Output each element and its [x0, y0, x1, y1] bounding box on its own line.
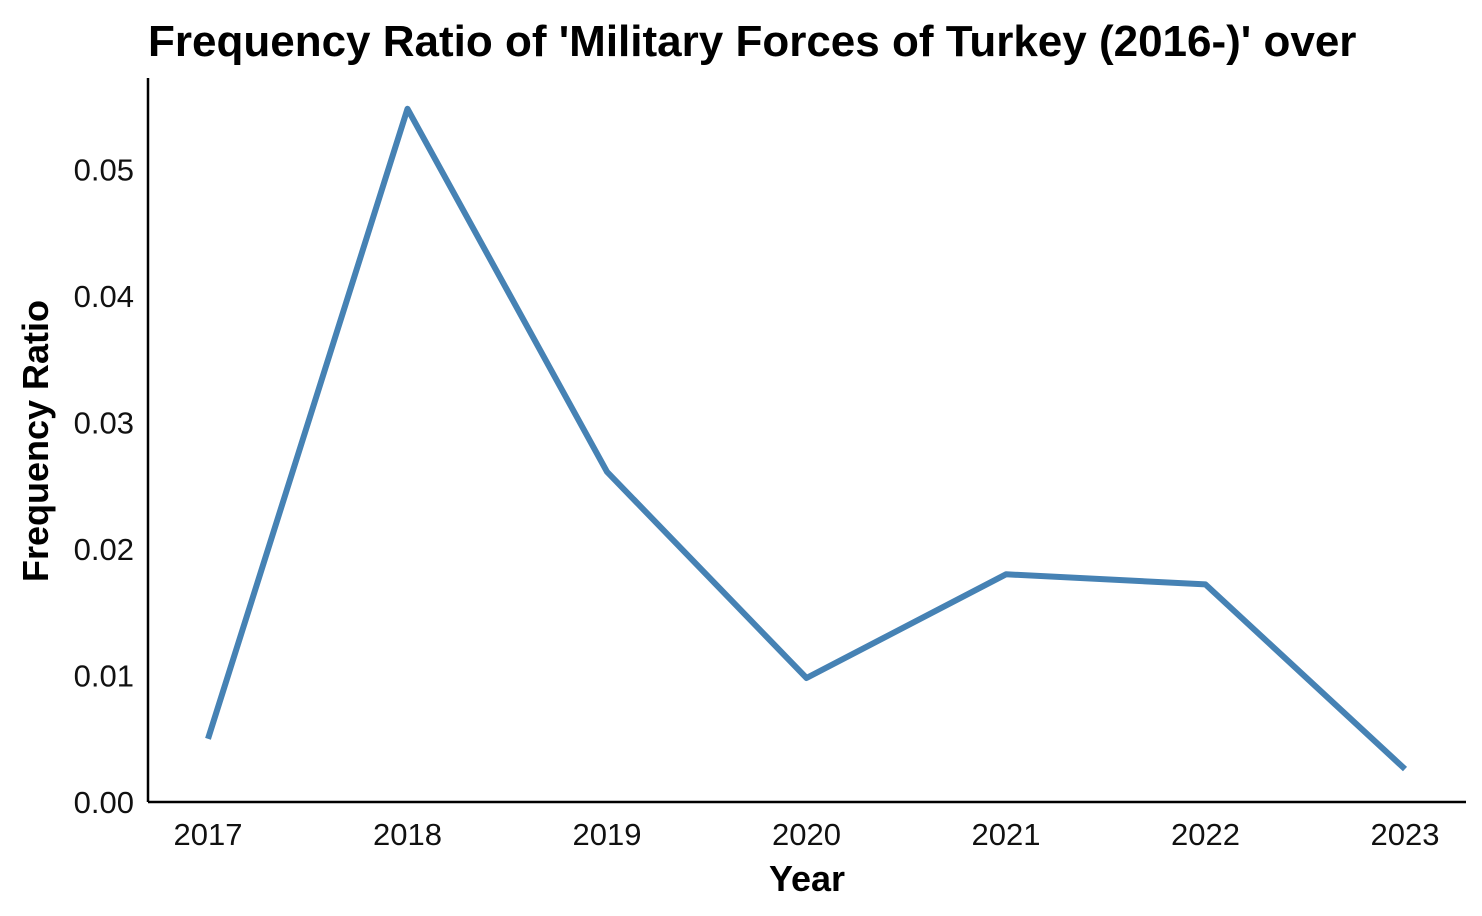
y-axis-title: Frequency Ratio — [15, 300, 56, 582]
x-axis-title: Year — [769, 858, 845, 899]
x-tick-label: 2018 — [373, 817, 442, 852]
x-tick-label: 2020 — [772, 817, 841, 852]
x-tick-labels: 2017 2018 2019 2020 2021 2022 2023 — [174, 817, 1440, 852]
x-tick-label: 2019 — [573, 817, 642, 852]
y-tick-labels: 0.00 0.01 0.02 0.03 0.04 0.05 — [74, 153, 134, 821]
y-tick-label: 0.00 — [74, 785, 134, 820]
y-tick-label: 0.01 — [74, 659, 134, 694]
y-tick-label: 0.02 — [74, 532, 134, 567]
x-tick-label: 2022 — [1171, 817, 1240, 852]
x-tick-label: 2023 — [1371, 817, 1440, 852]
x-tick-label: 2021 — [972, 817, 1041, 852]
y-tick-label: 0.05 — [74, 153, 134, 188]
series-line — [205, 105, 1408, 772]
series-group — [205, 105, 1408, 772]
y-tick-label: 0.04 — [74, 279, 134, 314]
chart-title: Frequency Ratio of 'Military Forces of T… — [148, 17, 1356, 66]
y-tick-label: 0.03 — [74, 406, 134, 441]
x-tick-label: 2017 — [174, 817, 243, 852]
